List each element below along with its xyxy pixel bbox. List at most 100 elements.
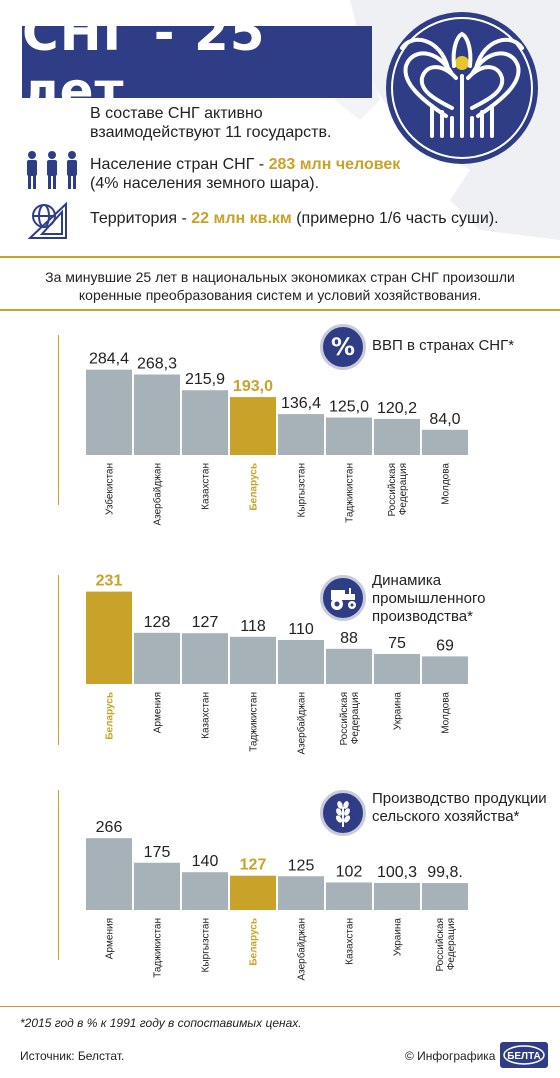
category-label-2-7: РоссийскаяФедерация — [435, 918, 457, 972]
category-label-1-2: Казахстан — [201, 692, 212, 739]
agriculture-legend: Производство продукции сельского хозяйст… — [372, 790, 547, 825]
value-label-1-2: 127 — [192, 614, 219, 631]
industry-legend: Динамика промышленного производства* — [372, 572, 486, 625]
category-label-2-1: Таджикистан — [153, 918, 164, 978]
value-label-1-1: 128 — [144, 614, 171, 631]
category-label-2-3: Беларусь — [249, 918, 260, 966]
bar-2-0 — [86, 838, 132, 910]
gdp-legend: ВВП в странах СНГ* — [372, 337, 515, 354]
value-label-2-3: 127 — [240, 857, 267, 874]
agriculture-chart: 266 Армения 175 Таджикистан 140 Кыргызстан 127… — [86, 819, 468, 981]
category-label-1-1: Армения — [153, 692, 164, 733]
bar-2-6 — [374, 882, 420, 910]
bar-1-4 — [278, 640, 324, 684]
category-label-2-5: Казахстан — [345, 918, 356, 965]
bar-1-5 — [326, 648, 372, 684]
category-label-0-0: Узбекистан — [104, 463, 116, 515]
population-note: (4% населения земного шара). — [90, 175, 320, 192]
category-label-0-6: РоссийскаяФедерация — [387, 463, 409, 517]
bar-2-7 — [422, 883, 468, 910]
category-label-0-5: Таджикистан — [345, 463, 356, 523]
percent-symbol: % — [330, 333, 356, 361]
category-label-1-3: Таджикистан — [249, 692, 260, 752]
category-label-2-2: Кыргызстан — [201, 918, 212, 972]
value-label-1-0: 231 — [96, 573, 123, 590]
bar-2-3 — [230, 875, 276, 910]
category-label-2-4: Азербайджан — [296, 918, 308, 981]
value-label-1-5: 88 — [340, 630, 358, 647]
section-divider — [0, 256, 560, 258]
category-label-1-6: Украина — [393, 692, 404, 731]
bar-0-7 — [422, 429, 468, 455]
bar-0-2 — [182, 390, 228, 455]
territory-icon — [28, 201, 67, 239]
category-label-1-4: Азербайджан — [296, 692, 308, 755]
value-label-1-4: 110 — [288, 621, 314, 638]
bar-1-1 — [134, 632, 180, 684]
value-label-0-1: 268,3 — [137, 356, 177, 373]
chart-frame — [58, 790, 59, 960]
credit-text: © Инфографика — [405, 1049, 496, 1063]
page-title: СНГ - 25 лет — [22, 4, 266, 120]
value-label-2-0: 266 — [96, 819, 123, 836]
chart-frame — [58, 335, 59, 505]
intro-text: В составе СНГ активно взаимодействуют 11… — [90, 105, 332, 141]
lead-text: За минувшие 25 лет в национальных эконом… — [45, 269, 515, 303]
bar-1-7 — [422, 656, 468, 684]
gdp-chart: 284,4 Узбекистан 268,3 Азербайджан 215,9 Каза… — [86, 351, 468, 526]
footer-divider — [0, 1006, 560, 1007]
bar-2-2 — [182, 872, 228, 910]
bar-1-2 — [182, 633, 228, 684]
value-label-2-1: 175 — [144, 844, 171, 861]
population-value: 283 млн человек — [268, 156, 401, 173]
bar-0-5 — [326, 417, 372, 455]
title-banner: СНГ - 25 лет — [22, 4, 372, 120]
tractor-icon — [320, 575, 366, 621]
value-label-0-6: 120,2 — [377, 400, 417, 417]
category-label-0-4: Кыргызстан — [297, 463, 308, 517]
category-label-2-0: Армения — [105, 918, 116, 959]
bar-2-5 — [326, 882, 372, 910]
bar-1-0 — [86, 591, 132, 684]
bar-1-3 — [230, 636, 276, 684]
belta-logo: БЕЛТА — [500, 1042, 548, 1068]
value-label-0-3: 193,0 — [233, 378, 273, 395]
value-label-0-5: 125,0 — [329, 399, 369, 416]
cis-emblem-icon — [386, 12, 538, 164]
value-label-1-7: 69 — [436, 637, 454, 654]
bar-0-0 — [86, 369, 132, 455]
value-label-2-7: 99,8. — [427, 864, 463, 881]
territory-value: 22 млн кв.км — [191, 210, 292, 227]
territory-note: (примерно 1/6 часть суши). — [291, 210, 499, 227]
section-divider — [0, 309, 560, 311]
value-label-0-7: 84,0 — [429, 411, 460, 428]
people-icon — [27, 151, 77, 189]
source-text: Источник: Белстат. — [20, 1049, 125, 1063]
belta-logo-text: БЕЛТА — [507, 1051, 541, 1062]
bar-0-1 — [134, 374, 180, 455]
value-label-0-2: 215,9 — [185, 371, 225, 388]
category-label-0-1: Азербайджан — [152, 463, 164, 526]
territory-label: Территория - — [90, 210, 192, 227]
population-fact: Население стран СНГ - 283 млн человек (4… — [90, 155, 420, 193]
category-label-2-6: Украина — [393, 918, 404, 957]
category-label-0-3: Беларусь — [249, 463, 260, 511]
category-label-1-5: РоссийскаяФедерация — [339, 692, 361, 746]
value-label-0-4: 136,4 — [281, 395, 321, 412]
population-label: Население стран СНГ - — [90, 156, 269, 173]
value-label-2-6: 100,3 — [377, 864, 417, 881]
category-label-0-7: Молдова — [441, 463, 452, 505]
bar-2-4 — [278, 876, 324, 910]
value-label-0-0: 284,4 — [89, 351, 129, 368]
category-label-1-0: Беларусь — [105, 692, 116, 740]
value-label-1-3: 118 — [240, 618, 266, 635]
percent-icon: % — [320, 324, 366, 370]
value-label-2-5: 102 — [336, 863, 363, 880]
bar-1-6 — [374, 654, 420, 684]
industry-chart: 231 Беларусь 128 Армения 127 Казахстан 118 Тадж… — [86, 573, 468, 755]
value-label-2-4: 125 — [288, 857, 315, 874]
category-label-0-2: Казахстан — [201, 463, 212, 510]
bar-2-1 — [134, 862, 180, 910]
territory-fact: Территория - 22 млн кв.км (примерно 1/6 … — [90, 209, 550, 228]
